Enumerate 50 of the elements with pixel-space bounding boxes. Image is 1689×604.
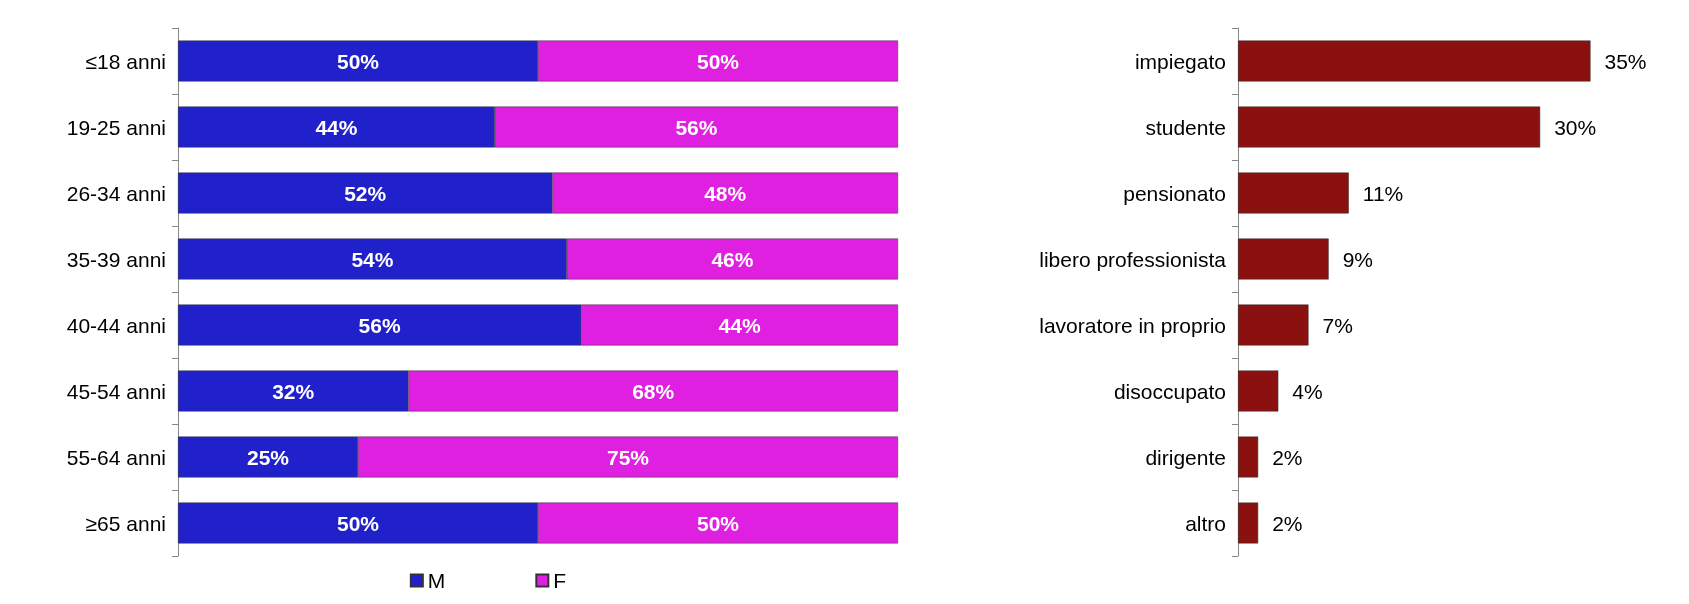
data-label: 32%	[272, 379, 315, 403]
data-label: 4%	[1292, 379, 1323, 403]
data-label: 56%	[358, 313, 401, 337]
data-label: 35%	[1604, 49, 1647, 73]
data-label: 50%	[696, 511, 740, 535]
bar	[1238, 238, 1329, 280]
data-label: 11%	[1362, 181, 1404, 205]
data-label: 75%	[606, 445, 650, 469]
data-label: 7%	[1322, 313, 1353, 337]
y-tick-label: 55-64 anni	[66, 445, 166, 469]
bar	[1238, 502, 1259, 544]
data-label: 9%	[1342, 247, 1373, 271]
y-tick-label: disoccupato	[1113, 379, 1226, 403]
data-label: 46%	[711, 247, 754, 271]
legend-label: M	[427, 569, 446, 592]
y-tick-label: ≥65 anni	[85, 511, 166, 535]
y-tick-label: ≤18 anni	[85, 49, 166, 73]
data-label: 68%	[632, 379, 675, 403]
data-label: 50%	[696, 49, 740, 73]
bar	[1238, 106, 1541, 148]
data-label: 25%	[246, 445, 290, 469]
data-label: 52%	[344, 181, 387, 205]
y-tick-label: 40-44 anni	[66, 313, 166, 337]
data-label: 54%	[351, 247, 394, 271]
y-tick-label: impiegato	[1134, 49, 1226, 73]
data-label: 50%	[336, 49, 380, 73]
data-label: 44%	[315, 115, 358, 139]
y-tick-label: pensionato	[1123, 181, 1226, 205]
data-label: 2%	[1272, 445, 1303, 469]
data-label: 44%	[718, 313, 761, 337]
data-label: 48%	[704, 181, 747, 205]
y-tick-label: 45-54 anni	[66, 379, 166, 403]
y-tick-label: 19-25 anni	[66, 115, 166, 139]
bar	[1238, 370, 1279, 412]
data-label: 30%	[1554, 115, 1597, 139]
bar	[1238, 304, 1309, 346]
y-tick-label: studente	[1145, 115, 1226, 139]
bar	[1238, 436, 1259, 478]
y-tick-label: lavoratore in proprio	[1039, 313, 1226, 337]
data-label: 2%	[1272, 511, 1303, 535]
y-tick-label: 26-34 anni	[66, 181, 166, 205]
data-label: 50%	[336, 511, 380, 535]
y-tick-label: 35-39 anni	[66, 247, 166, 271]
y-tick-label: libero professionista	[1039, 247, 1227, 271]
y-tick-label: dirigente	[1145, 445, 1226, 469]
bar	[1238, 40, 1591, 82]
data-label: 56%	[675, 115, 718, 139]
y-tick-label: altro	[1185, 511, 1226, 535]
bar	[1238, 172, 1349, 214]
legend-label: F	[553, 569, 567, 592]
